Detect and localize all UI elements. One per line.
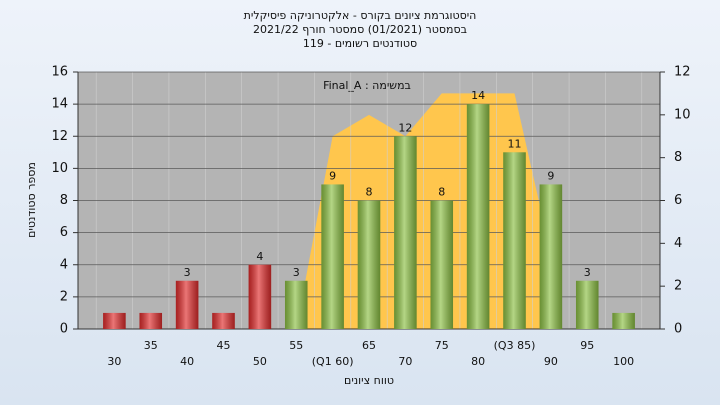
bar-shade: [503, 152, 526, 329]
bar-shade: [612, 312, 635, 329]
x-axis-label: טווח ציונים: [344, 374, 394, 387]
y2-tick-label: 0: [674, 322, 682, 337]
bar-shade: [357, 200, 381, 329]
data-label: 3: [584, 266, 591, 279]
x-tick-label: (Q3 85): [494, 339, 536, 352]
bar-shade: [575, 280, 599, 329]
bar-shade: [321, 184, 344, 329]
x-tick-label: (Q1 60): [312, 355, 354, 368]
x-tick-label: 45: [217, 339, 231, 352]
bar-shade: [466, 104, 490, 329]
x-tick-label: 80: [471, 355, 485, 368]
x-tick-label: 100: [613, 355, 634, 368]
y-tick-label: 14: [51, 97, 68, 112]
x-tick-label: 40: [180, 355, 194, 368]
data-label: 4: [256, 250, 263, 263]
bar-shade: [394, 136, 417, 329]
x-tick-label: 90: [544, 355, 558, 368]
bar-shade: [139, 312, 163, 329]
x-tick-label: 65: [362, 339, 376, 352]
x-tick-label: 95: [580, 339, 594, 352]
bar-shade: [539, 184, 563, 329]
x-tick-label: 75: [435, 339, 449, 352]
y2-tick-label: 4: [674, 236, 682, 251]
bar-shade: [430, 200, 454, 329]
data-label: 8: [438, 186, 445, 199]
y2-tick-label: 8: [674, 150, 682, 165]
data-label: 14: [471, 89, 485, 102]
y2-tick-label: 2: [674, 279, 682, 294]
data-label: 3: [184, 266, 191, 279]
data-label: 9: [547, 169, 554, 182]
bar-shade: [248, 264, 272, 329]
data-label: 11: [508, 137, 522, 150]
title-line: היסטוגרמת ציונים בקורס - אלקטרוניקה פיסי…: [244, 9, 477, 22]
data-label: 9: [329, 169, 336, 182]
x-tick-label: 30: [107, 355, 121, 368]
data-label: 3: [293, 266, 300, 279]
title-line: בסמסטר (01/2021) סמסטר חורף 2021/22: [253, 23, 467, 36]
y-axis-label: מספר סטודנטים: [25, 162, 38, 238]
data-label: 12: [398, 121, 412, 134]
y-tick-label: 0: [60, 322, 68, 337]
y-tick-label: 8: [60, 193, 68, 208]
y-tick-label: 6: [60, 225, 68, 240]
x-tick-label: 50: [253, 355, 267, 368]
bar-shade: [175, 280, 199, 329]
title-line: סטודנטים רשומים - 119: [303, 37, 417, 50]
y-tick-label: 4: [60, 257, 68, 272]
bar-shade: [284, 280, 308, 329]
y-tick-label: 16: [51, 65, 68, 80]
x-tick-label: 55: [289, 339, 303, 352]
x-tick-label: 35: [144, 339, 158, 352]
y-tick-label: 10: [51, 161, 68, 176]
bar-shade: [103, 312, 126, 329]
y2-tick-label: 10: [674, 107, 691, 122]
y2-tick-label: 12: [674, 65, 691, 80]
x-tick-label: 70: [398, 355, 412, 368]
y2-tick-label: 6: [674, 193, 682, 208]
y-tick-label: 2: [60, 289, 68, 304]
bar-shade: [212, 312, 235, 329]
data-label: 8: [366, 186, 373, 199]
y-tick-label: 12: [51, 129, 68, 144]
annotation: במשימה : Final_A: [323, 79, 411, 92]
